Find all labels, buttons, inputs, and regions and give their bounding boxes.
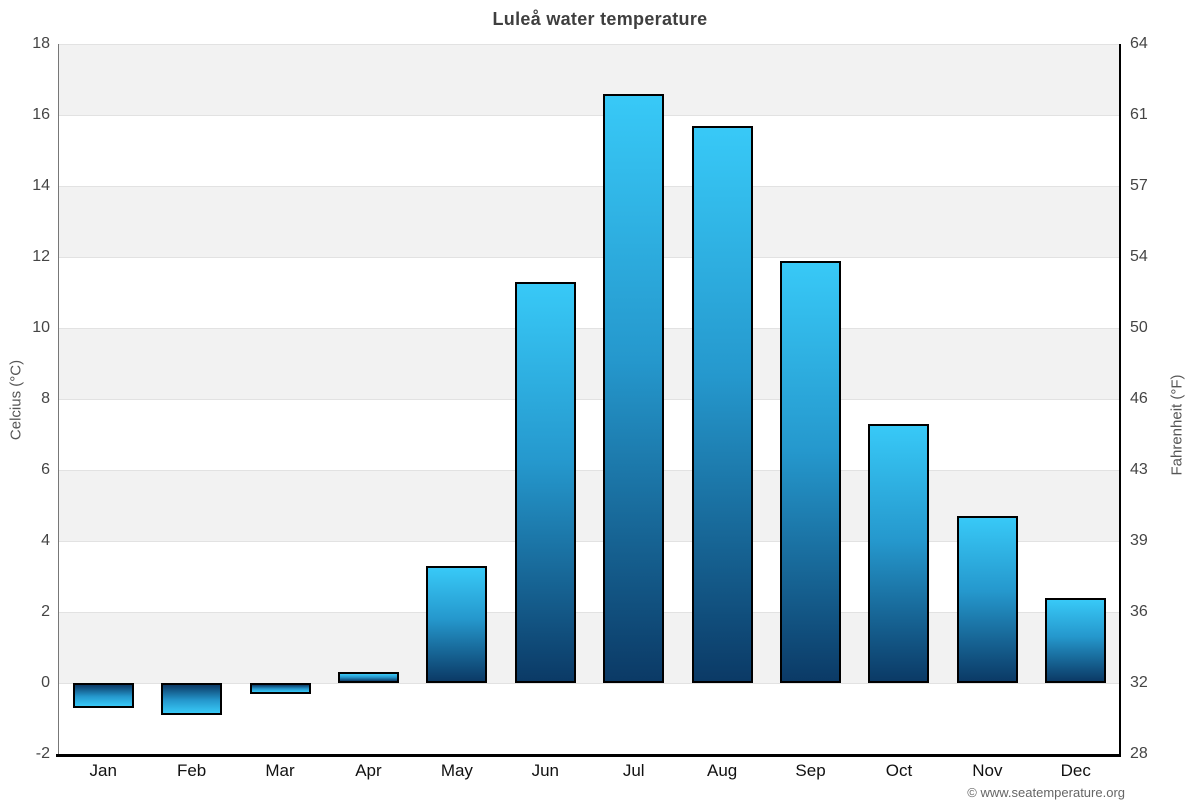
bar-oct[interactable] bbox=[868, 423, 930, 683]
y-tick-celsius-10: 10 bbox=[32, 319, 50, 336]
bar-jul[interactable] bbox=[603, 93, 665, 683]
x-label-jan: Jan bbox=[89, 761, 117, 780]
bar-nov[interactable] bbox=[956, 516, 1018, 683]
y-tick-fahrenheit-54: 54 bbox=[1130, 248, 1148, 265]
y-tick-fahrenheit-46: 46 bbox=[1130, 390, 1148, 407]
y-tick-fahrenheit-32: 32 bbox=[1130, 674, 1148, 691]
gridline-2 bbox=[59, 611, 1120, 613]
bar-aug[interactable] bbox=[691, 125, 753, 683]
y-tick-fahrenheit-39: 39 bbox=[1130, 532, 1148, 549]
y-tick-fahrenheit-61: 61 bbox=[1130, 106, 1148, 123]
bar-mar[interactable] bbox=[249, 683, 311, 694]
gridline-8 bbox=[59, 398, 1120, 400]
chart-title: Luleå water temperature bbox=[492, 9, 708, 29]
y-tick-celsius-12: 12 bbox=[32, 248, 50, 265]
bar-apr[interactable] bbox=[337, 672, 399, 683]
x-label-feb: Feb bbox=[176, 761, 207, 780]
x-label-dec: Dec bbox=[1060, 761, 1091, 780]
y-tick-celsius-4: 4 bbox=[41, 532, 50, 549]
gridline-10 bbox=[59, 327, 1120, 329]
bar-sep[interactable] bbox=[780, 260, 842, 683]
y-tick-celsius-14: 14 bbox=[32, 177, 50, 194]
bar-dec[interactable] bbox=[1045, 597, 1107, 683]
gridline-12 bbox=[59, 256, 1120, 258]
y-tick-celsius-2: 2 bbox=[41, 603, 50, 620]
x-label-may: May bbox=[440, 761, 473, 780]
gridline-6 bbox=[59, 469, 1120, 471]
bar-jun[interactable] bbox=[514, 281, 576, 683]
plot-band-10-to-8 bbox=[59, 328, 1120, 399]
gridline-14 bbox=[59, 185, 1120, 187]
x-label-jul: Jul bbox=[622, 761, 645, 780]
x-label-apr: Apr bbox=[355, 761, 382, 780]
y-tick-fahrenheit-50: 50 bbox=[1130, 319, 1148, 336]
y-tick-celsius-0: 0 bbox=[41, 674, 50, 691]
x-label-oct: Oct bbox=[885, 761, 913, 780]
bottom-axis-line bbox=[56, 754, 1121, 757]
y-tick-fahrenheit-43: 43 bbox=[1130, 461, 1148, 478]
plot-band-6-to-4 bbox=[59, 470, 1120, 541]
gridline-0 bbox=[59, 682, 1120, 684]
x-label-mar: Mar bbox=[265, 761, 295, 780]
y-tick-fahrenheit-36: 36 bbox=[1130, 603, 1148, 620]
plot-band-18-to-16 bbox=[59, 44, 1120, 115]
plot-band-14-to-12 bbox=[59, 186, 1120, 257]
copyright-watermark: © www.seatemperature.org bbox=[967, 785, 1125, 800]
right-axis-line bbox=[1119, 44, 1121, 757]
bar-feb[interactable] bbox=[161, 683, 223, 715]
y-tick-fahrenheit-64: 64 bbox=[1130, 35, 1148, 52]
bar-may[interactable] bbox=[426, 565, 488, 683]
gridline-16 bbox=[59, 114, 1120, 116]
x-label-aug: Aug bbox=[707, 761, 738, 780]
bar-jan[interactable] bbox=[72, 683, 134, 708]
y-tick-fahrenheit-28: 28 bbox=[1130, 745, 1148, 762]
y-tick-celsius-8: 8 bbox=[41, 390, 50, 407]
y-tick-celsius-6: 6 bbox=[41, 461, 50, 478]
y-tick-celsius-16: 16 bbox=[32, 106, 50, 123]
gridline-4 bbox=[59, 540, 1120, 542]
plot-area bbox=[59, 43, 1120, 755]
gridline-18 bbox=[59, 43, 1120, 45]
x-label-sep: Sep bbox=[795, 761, 826, 780]
x-label-nov: Nov bbox=[972, 761, 1003, 780]
x-label-jun: Jun bbox=[531, 761, 559, 780]
left-axis-line bbox=[58, 44, 59, 757]
y-tick-celsius-18: 18 bbox=[32, 35, 50, 52]
y-tick-celsius--2: -2 bbox=[35, 745, 50, 762]
plot-band-2-to-0 bbox=[59, 612, 1120, 683]
y-tick-fahrenheit-57: 57 bbox=[1130, 177, 1148, 194]
